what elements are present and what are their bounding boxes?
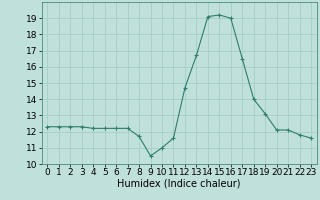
X-axis label: Humidex (Indice chaleur): Humidex (Indice chaleur) [117,179,241,189]
